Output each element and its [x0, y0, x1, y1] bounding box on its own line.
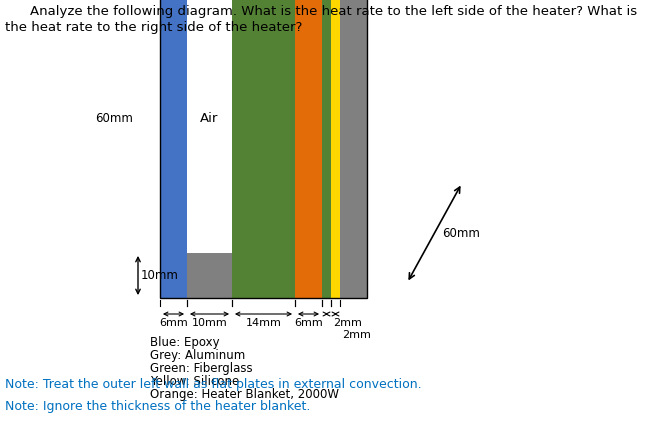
Bar [331, 0, 340, 298]
Text: Yellow: Silicone: Yellow: Silicone [150, 375, 239, 388]
Text: Analyze the following diagram. What is the heat rate to the left side of the hea: Analyze the following diagram. What is t… [30, 5, 637, 18]
Bar [160, 0, 367, 298]
Bar [232, 0, 295, 298]
Text: Orange: Heater Blanket, 2000W: Orange: Heater Blanket, 2000W [150, 388, 339, 401]
Text: 6mm: 6mm [159, 318, 188, 328]
Text: 2mm: 2mm [342, 330, 371, 340]
Text: Air: Air [201, 112, 219, 124]
Text: 60mm: 60mm [442, 226, 481, 240]
Text: 2mm: 2mm [333, 318, 362, 328]
Text: Green: Fiberglass: Green: Fiberglass [150, 362, 253, 375]
Text: 14mm: 14mm [246, 318, 281, 328]
Text: Note: Ignore the thickness of the heater blanket.: Note: Ignore the thickness of the heater… [5, 400, 310, 413]
Text: 10mm: 10mm [192, 318, 228, 328]
Bar [160, 0, 187, 298]
Text: Blue: Epoxy: Blue: Epoxy [150, 336, 220, 349]
Bar [322, 0, 331, 298]
Bar [160, 0, 367, 298]
Text: the heat rate to the right side of the heater?: the heat rate to the right side of the h… [5, 21, 303, 34]
Bar [187, 0, 232, 253]
Text: 10mm: 10mm [141, 269, 179, 282]
Text: 60mm: 60mm [95, 112, 133, 124]
Bar [295, 0, 322, 298]
Text: Grey: Aluminum: Grey: Aluminum [150, 349, 245, 362]
Text: Note: Treat the outer left wall as flat plates in external convection.: Note: Treat the outer left wall as flat … [5, 378, 422, 391]
Text: 6mm: 6mm [294, 318, 323, 328]
